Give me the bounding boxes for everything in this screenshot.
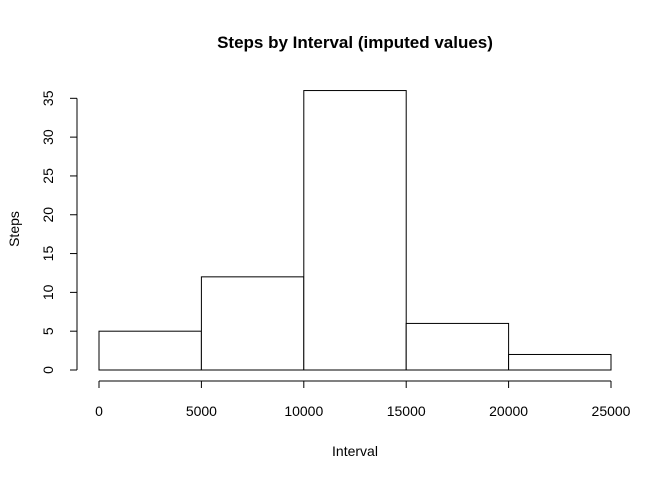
y-tick-label-4: 20: [40, 207, 56, 223]
x-axis: 0 5000 10000 15000 20000 25000: [95, 380, 631, 419]
x-axis-label: Interval: [332, 443, 378, 459]
y-tick-label-7: 35: [40, 90, 56, 106]
y-tick-label-6: 30: [40, 129, 56, 145]
x-tick-label-3: 15000: [387, 403, 426, 419]
x-tick-label-1: 5000: [186, 403, 217, 419]
chart-title: Steps by Interval (imputed values): [217, 33, 493, 52]
histogram-bar-2: [303, 90, 407, 371]
histogram-bars: [98, 90, 612, 371]
x-tick-label-4: 20000: [489, 403, 528, 419]
histogram-bar-0: [98, 330, 202, 371]
x-tick-label-5: 25000: [592, 403, 631, 419]
histogram-bar-3: [405, 322, 510, 371]
y-tick-label-2: 10: [40, 284, 56, 300]
y-tick-label-3: 15: [40, 246, 56, 262]
y-axis: 0 5 10 15 20 25 30 35: [40, 90, 78, 374]
y-tick-label-1: 5: [40, 327, 56, 335]
x-tick-label-2: 10000: [284, 403, 323, 419]
y-tick-label-0: 0: [40, 366, 56, 374]
histogram-bar-1: [200, 276, 305, 371]
y-tick-label-5: 25: [40, 168, 56, 184]
y-axis-label: Steps: [6, 211, 22, 247]
histogram-bar-4: [508, 353, 612, 371]
x-tick-label-0: 0: [95, 403, 103, 419]
